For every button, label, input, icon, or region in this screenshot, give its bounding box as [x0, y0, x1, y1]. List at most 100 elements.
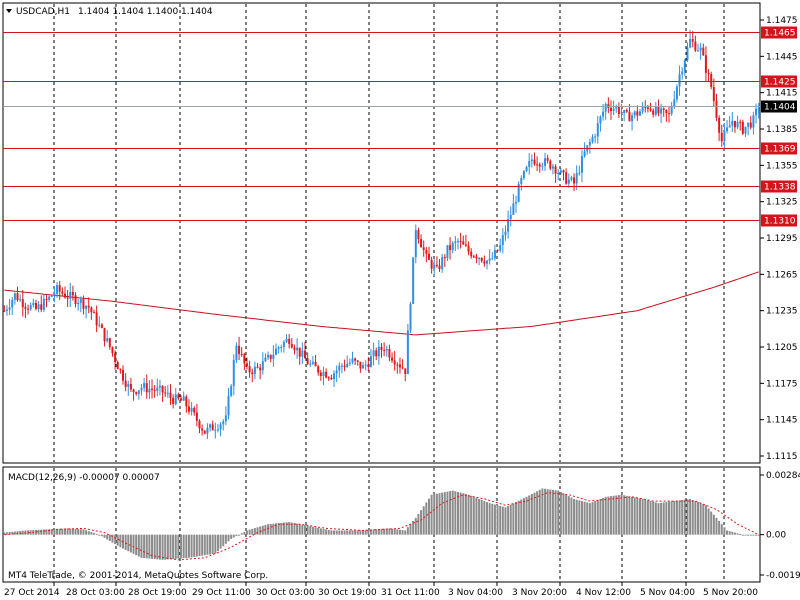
macd-bar — [190, 534, 193, 558]
macd-bar — [3, 532, 6, 535]
macd-bar — [702, 504, 705, 535]
candle-body — [478, 257, 481, 259]
macd-bar — [79, 529, 82, 535]
candle-body — [227, 395, 230, 416]
macd-bar — [409, 524, 412, 535]
macd-bar — [483, 501, 486, 535]
macd-bar — [311, 526, 314, 535]
macd-bar — [151, 534, 154, 559]
macd-bar — [625, 495, 628, 535]
macd-bar — [646, 500, 649, 535]
candle-body — [517, 183, 520, 202]
candle-body — [314, 361, 317, 367]
candle-body — [8, 307, 11, 310]
candle-body — [135, 392, 138, 394]
macd-bar — [153, 534, 156, 560]
candle-body — [515, 201, 518, 204]
macd-bar — [528, 495, 531, 535]
macd-bar — [396, 529, 399, 535]
candle-body — [63, 293, 66, 298]
macd-tick-label: 0.00 — [766, 531, 786, 541]
dropdown-arrow-icon[interactable] — [6, 9, 12, 13]
macd-bar — [304, 525, 307, 535]
macd-bar — [536, 491, 539, 535]
candle-body — [715, 101, 718, 118]
macd-bar — [87, 531, 90, 535]
macd-bar — [699, 503, 702, 535]
candle-body — [34, 302, 37, 309]
macd-bar — [728, 531, 731, 535]
macd-bar — [187, 534, 190, 558]
macd-bar — [691, 500, 694, 535]
candle-body — [140, 387, 143, 391]
macd-bar — [116, 534, 119, 546]
candle-body — [668, 113, 671, 115]
candle-body — [232, 360, 235, 387]
macd-bar — [177, 534, 180, 559]
candle-body — [98, 324, 101, 326]
candle-body — [744, 126, 747, 134]
moving-average — [4, 271, 759, 336]
candle-body — [129, 384, 132, 390]
macd-bar — [707, 508, 710, 535]
candle-body — [417, 230, 420, 240]
macd-bar — [216, 534, 219, 552]
candle-body — [56, 285, 59, 294]
candle-body — [185, 396, 188, 407]
candle-body — [164, 392, 167, 394]
macd-bar — [430, 494, 433, 535]
candle-body — [169, 392, 172, 398]
candle-body — [66, 297, 69, 299]
candle-body — [731, 120, 734, 126]
candle-body — [449, 245, 452, 251]
level-price-label: 1.1465 — [764, 29, 796, 39]
macd-bar — [417, 514, 420, 535]
macd-bar — [493, 504, 496, 535]
macd-bar — [544, 488, 547, 535]
candle-body — [222, 421, 225, 425]
candle-body — [3, 310, 6, 312]
macd-bar — [501, 506, 504, 535]
macd-bar — [209, 534, 212, 555]
symbol-title: USDCAD,H1 — [16, 7, 70, 17]
candle-body — [710, 74, 713, 88]
price-tick-label: 1.1265 — [766, 270, 798, 280]
candle-body — [343, 365, 346, 367]
macd-bar — [201, 534, 204, 556]
macd-bar — [296, 523, 299, 535]
candle-body — [124, 380, 127, 387]
macd-bar — [744, 534, 747, 536]
candle-body — [591, 137, 594, 143]
candle-body — [393, 360, 396, 365]
candle-body — [623, 110, 626, 113]
macd-bar — [359, 530, 362, 535]
macd-bar — [293, 523, 296, 535]
candle-body — [554, 166, 557, 174]
macd-bar — [333, 530, 336, 535]
candle-body — [520, 177, 523, 184]
candle-body — [657, 106, 660, 114]
macd-bar — [108, 534, 111, 541]
price-tick-label: 1.1415 — [766, 89, 798, 99]
macd-bar — [161, 534, 164, 560]
candle-body — [214, 429, 217, 431]
candle-body — [32, 302, 35, 306]
macd-bar — [253, 528, 256, 535]
macd-bar — [472, 496, 475, 535]
macd-bar — [573, 498, 576, 535]
candle-body — [137, 390, 140, 394]
candle-body — [412, 257, 415, 304]
macd-bar — [232, 534, 235, 538]
macd-bar — [538, 489, 541, 535]
candle-body — [638, 111, 641, 116]
candle-body — [675, 86, 678, 100]
macd-bar — [620, 494, 623, 535]
candle-body — [493, 249, 496, 259]
macd-bar — [617, 495, 620, 535]
candle-body — [594, 136, 597, 138]
candle-body — [211, 424, 214, 431]
candle-body — [48, 296, 51, 300]
candle-body — [649, 108, 652, 111]
candle-body — [615, 107, 618, 109]
current-price-label: 1.1404 — [764, 103, 796, 113]
